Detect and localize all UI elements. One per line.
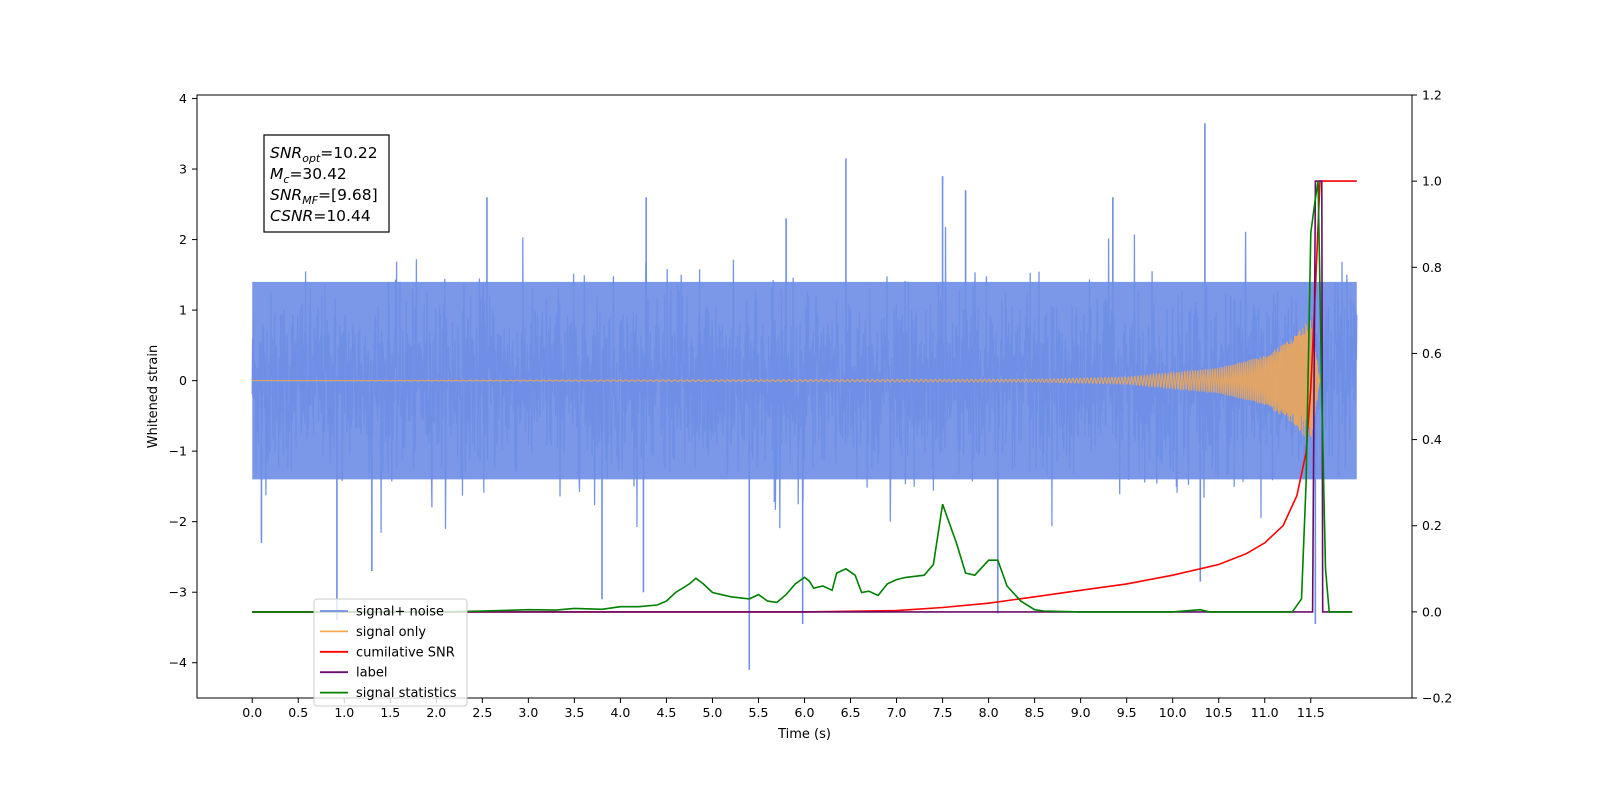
info-line-2: SNRMF=[9.68]: [270, 186, 378, 207]
x-tick-label-17: 8.5: [1025, 705, 1045, 720]
y-axis-title: Whitened strain: [146, 345, 161, 448]
x-tick-label-9: 4.5: [656, 705, 676, 720]
x-tick-label-5: 2.5: [472, 705, 492, 720]
legend: signal+ noise signal only cumilative SNR la…: [313, 598, 468, 707]
x-tick-label-1: 0.5: [288, 705, 308, 720]
x-axis-title: Time (s): [777, 727, 831, 742]
info-box-frame: [263, 134, 390, 233]
x-tick-label-15: 7.5: [933, 705, 953, 720]
y-left-tick-label-5: −1: [169, 444, 187, 459]
x-tick-label-3: 1.5: [380, 705, 400, 720]
info-box: SNRopt=10.22Mc=30.42SNRMF=[9.68]CSNR=10.…: [263, 134, 390, 233]
x-tick-label-13: 6.5: [841, 705, 861, 720]
x-tick-label-6: 3.0: [518, 705, 538, 720]
series-line-4: [252, 180, 1353, 613]
x-tick-label-18: 9.0: [1071, 705, 1091, 720]
y-right-tick-label-2: 0.8: [1422, 260, 1442, 275]
plot-clip-group: [251, 123, 1358, 670]
y-right-tick-label-3: 0.6: [1422, 346, 1442, 361]
x-tick-label-19: 9.5: [1117, 705, 1137, 720]
y-right-tick-label-1: 1.0: [1422, 174, 1442, 189]
y-right-tick-label-0: 1.2: [1422, 88, 1442, 103]
info-line-0: SNRopt=10.22: [270, 144, 378, 165]
y-right-tick-label-6: 0.0: [1422, 604, 1442, 619]
x-tick-label-10: 5.0: [703, 705, 723, 720]
axes: 0.0 0.5 1.0 1.5 2.0 2.5 3.0 3.5 4.0 4.5 5.0 5.5 6.0 6…: [146, 88, 1452, 743]
x-tick-label-14: 7.0: [887, 705, 907, 720]
y-left-tick-label-1: 3: [179, 162, 187, 177]
legend-label-3: label: [356, 666, 387, 681]
x-tick-label-21: 10.5: [1205, 705, 1233, 720]
plot-area: [251, 123, 1358, 670]
legend-label-4: signal statistics: [356, 686, 457, 701]
y-right-tick-label-7: −0.2: [1422, 691, 1452, 706]
x-tick-label-11: 5.5: [749, 705, 769, 720]
x-tick-label-7: 3.5: [564, 705, 584, 720]
x-tick-label-2: 1.0: [334, 705, 354, 720]
y-left-tick-label-6: −2: [169, 514, 187, 529]
x-tick-label-0: 0.0: [242, 705, 262, 720]
y-left-tick-label-7: −3: [169, 585, 187, 600]
info-line-1: Mc=30.42: [270, 165, 347, 186]
info-line-3: CSNR=10.44: [270, 207, 371, 225]
legend-label-2: cumilative SNR: [356, 645, 455, 660]
x-tick-label-20: 10.0: [1159, 705, 1187, 720]
legend-label-0: signal+ noise: [356, 605, 444, 620]
x-tick-label-4: 2.0: [426, 705, 446, 720]
y-left-tick-label-8: −4: [169, 655, 187, 670]
y-right-tick-label-5: 0.2: [1422, 518, 1442, 533]
x-tick-label-8: 4.0: [610, 705, 630, 720]
x-tick-label-22: 11.0: [1251, 705, 1279, 720]
series-line-1: [252, 319, 1321, 437]
y-left-tick-label-2: 2: [179, 232, 187, 247]
legend-label-1: signal only: [356, 625, 426, 640]
y-left-tick-label-3: 1: [179, 303, 187, 318]
y-right-tick-label-4: 0.4: [1422, 432, 1442, 447]
y-left-tick-label-0: 4: [179, 91, 187, 106]
y-left-tick-label-4: 0: [179, 373, 187, 388]
x-tick-label-12: 6.0: [795, 705, 815, 720]
x-tick-label-16: 8.0: [979, 705, 999, 720]
x-tick-label-23: 11.5: [1297, 705, 1325, 720]
legend-frame: [313, 598, 468, 707]
